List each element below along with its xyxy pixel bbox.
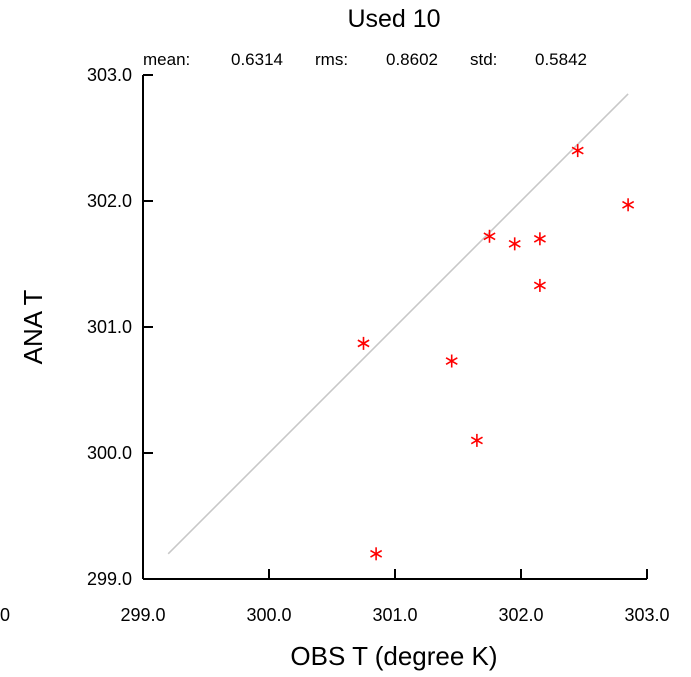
y-tick-label: 301.0 bbox=[87, 317, 132, 337]
data-point bbox=[357, 336, 370, 350]
clipped-tick-label: 0 bbox=[0, 605, 10, 625]
stat-mean-label: mean: bbox=[143, 50, 190, 69]
data-point bbox=[533, 232, 546, 246]
x-tick-label: 302.0 bbox=[498, 605, 543, 625]
stat-std-label: std: bbox=[470, 50, 497, 69]
data-point bbox=[370, 547, 383, 561]
data-point bbox=[533, 278, 546, 292]
x-tick-label: 301.0 bbox=[372, 605, 417, 625]
y-tick-label: 300.0 bbox=[87, 443, 132, 463]
data-point bbox=[622, 198, 635, 212]
stat-mean-value: 0.6314 bbox=[231, 50, 283, 69]
data-points bbox=[357, 144, 635, 561]
stat-rms-label: rms: bbox=[315, 50, 348, 69]
data-point bbox=[470, 433, 483, 447]
y-tick-label: 302.0 bbox=[87, 191, 132, 211]
data-point bbox=[483, 229, 496, 243]
x-tick-label: 299.0 bbox=[120, 605, 165, 625]
stats-row: mean: 0.6314 rms: 0.8602 std: 0.5842 bbox=[143, 50, 587, 69]
data-point bbox=[508, 237, 521, 251]
stat-rms-value: 0.8602 bbox=[386, 50, 438, 69]
x-axis-label: OBS T (degree K) bbox=[290, 641, 497, 671]
x-tick-label: 300.0 bbox=[246, 605, 291, 625]
data-point bbox=[445, 354, 458, 368]
reference-line bbox=[167, 93, 629, 555]
y-tick-label: 299.0 bbox=[87, 569, 132, 589]
x-tick-label: 303.0 bbox=[624, 605, 669, 625]
stat-std-value: 0.5842 bbox=[535, 50, 587, 69]
y-tick-label: 303.0 bbox=[87, 65, 132, 85]
x-axis-ticks: 299.0 300.0 301.0 302.0 303.0 bbox=[120, 569, 670, 625]
y-axis-ticks: 299.0 300.0 301.0 302.0 303.0 bbox=[87, 65, 153, 589]
data-point bbox=[571, 144, 584, 158]
chart-title: Used 10 bbox=[347, 5, 440, 33]
y-axis-label: ANA T bbox=[18, 290, 48, 365]
